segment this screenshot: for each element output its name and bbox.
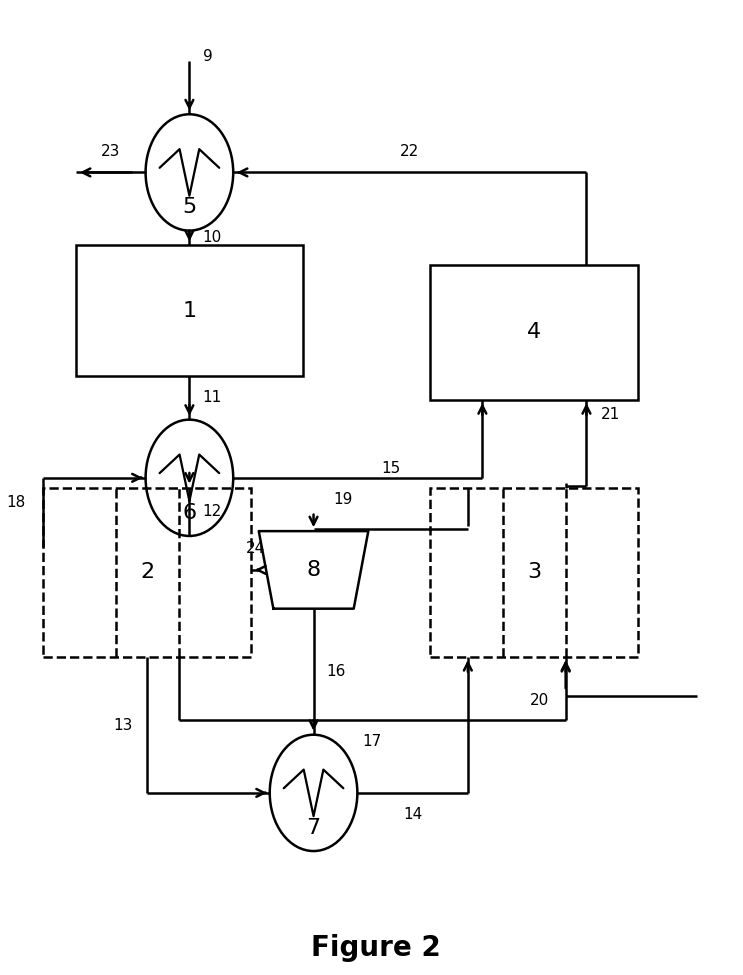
Text: 20: 20 <box>530 693 549 708</box>
Bar <box>77 245 302 376</box>
Text: 22: 22 <box>400 143 419 159</box>
Text: 9: 9 <box>202 49 212 63</box>
Text: 12: 12 <box>202 504 221 520</box>
Bar <box>43 488 251 657</box>
Text: 16: 16 <box>326 664 345 680</box>
Bar <box>430 264 638 401</box>
Text: 11: 11 <box>202 390 221 406</box>
Text: 6: 6 <box>182 503 196 523</box>
Text: 8: 8 <box>306 560 320 580</box>
Text: 19: 19 <box>334 491 353 507</box>
Text: 21: 21 <box>600 408 620 422</box>
Text: 15: 15 <box>381 460 400 476</box>
Text: 23: 23 <box>101 143 120 159</box>
Text: 10: 10 <box>202 230 221 246</box>
Text: 24: 24 <box>245 541 265 556</box>
Text: 7: 7 <box>306 818 320 838</box>
Text: 2: 2 <box>140 563 155 582</box>
Text: 17: 17 <box>363 734 381 749</box>
Text: 18: 18 <box>6 495 25 510</box>
Text: 13: 13 <box>114 718 133 732</box>
Text: 3: 3 <box>527 563 541 582</box>
Text: Figure 2: Figure 2 <box>311 934 440 962</box>
Bar <box>430 488 638 657</box>
Text: 1: 1 <box>182 300 196 321</box>
Text: 5: 5 <box>182 197 196 217</box>
Text: 14: 14 <box>403 806 422 822</box>
Text: 4: 4 <box>527 323 541 342</box>
